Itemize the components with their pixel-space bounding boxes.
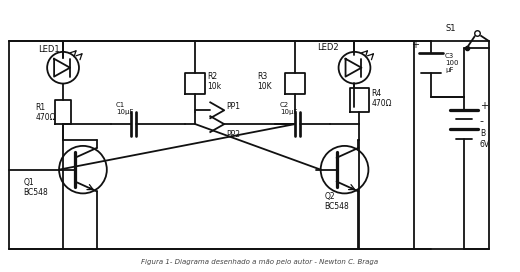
Text: B
6V: B 6V	[480, 129, 490, 149]
Text: PP1: PP1	[226, 102, 240, 111]
Text: C3
100
μF: C3 100 μF	[445, 53, 459, 73]
Text: PP2: PP2	[226, 129, 240, 138]
Text: R3
10K: R3 10K	[257, 72, 271, 91]
Text: R1
470Ω: R1 470Ω	[35, 103, 56, 122]
Text: +: +	[411, 40, 419, 50]
Text: Q1
BC548: Q1 BC548	[23, 178, 48, 197]
Text: Figura 1- Diagrama desenhado a mão pelo autor - Newton C. Braga: Figura 1- Diagrama desenhado a mão pelo …	[141, 259, 379, 265]
Text: LED2: LED2	[317, 44, 339, 52]
Text: S1: S1	[445, 24, 456, 33]
Text: C1
10μF: C1 10μF	[116, 102, 133, 115]
Text: R2
10k: R2 10k	[207, 72, 222, 91]
Text: -: -	[480, 116, 484, 126]
Text: Q2
BC548: Q2 BC548	[324, 192, 349, 211]
Text: C2
10μF: C2 10μF	[280, 102, 297, 115]
Text: LED1: LED1	[38, 45, 60, 54]
Text: R4
470Ω: R4 470Ω	[371, 89, 392, 108]
Text: +: +	[480, 101, 488, 111]
